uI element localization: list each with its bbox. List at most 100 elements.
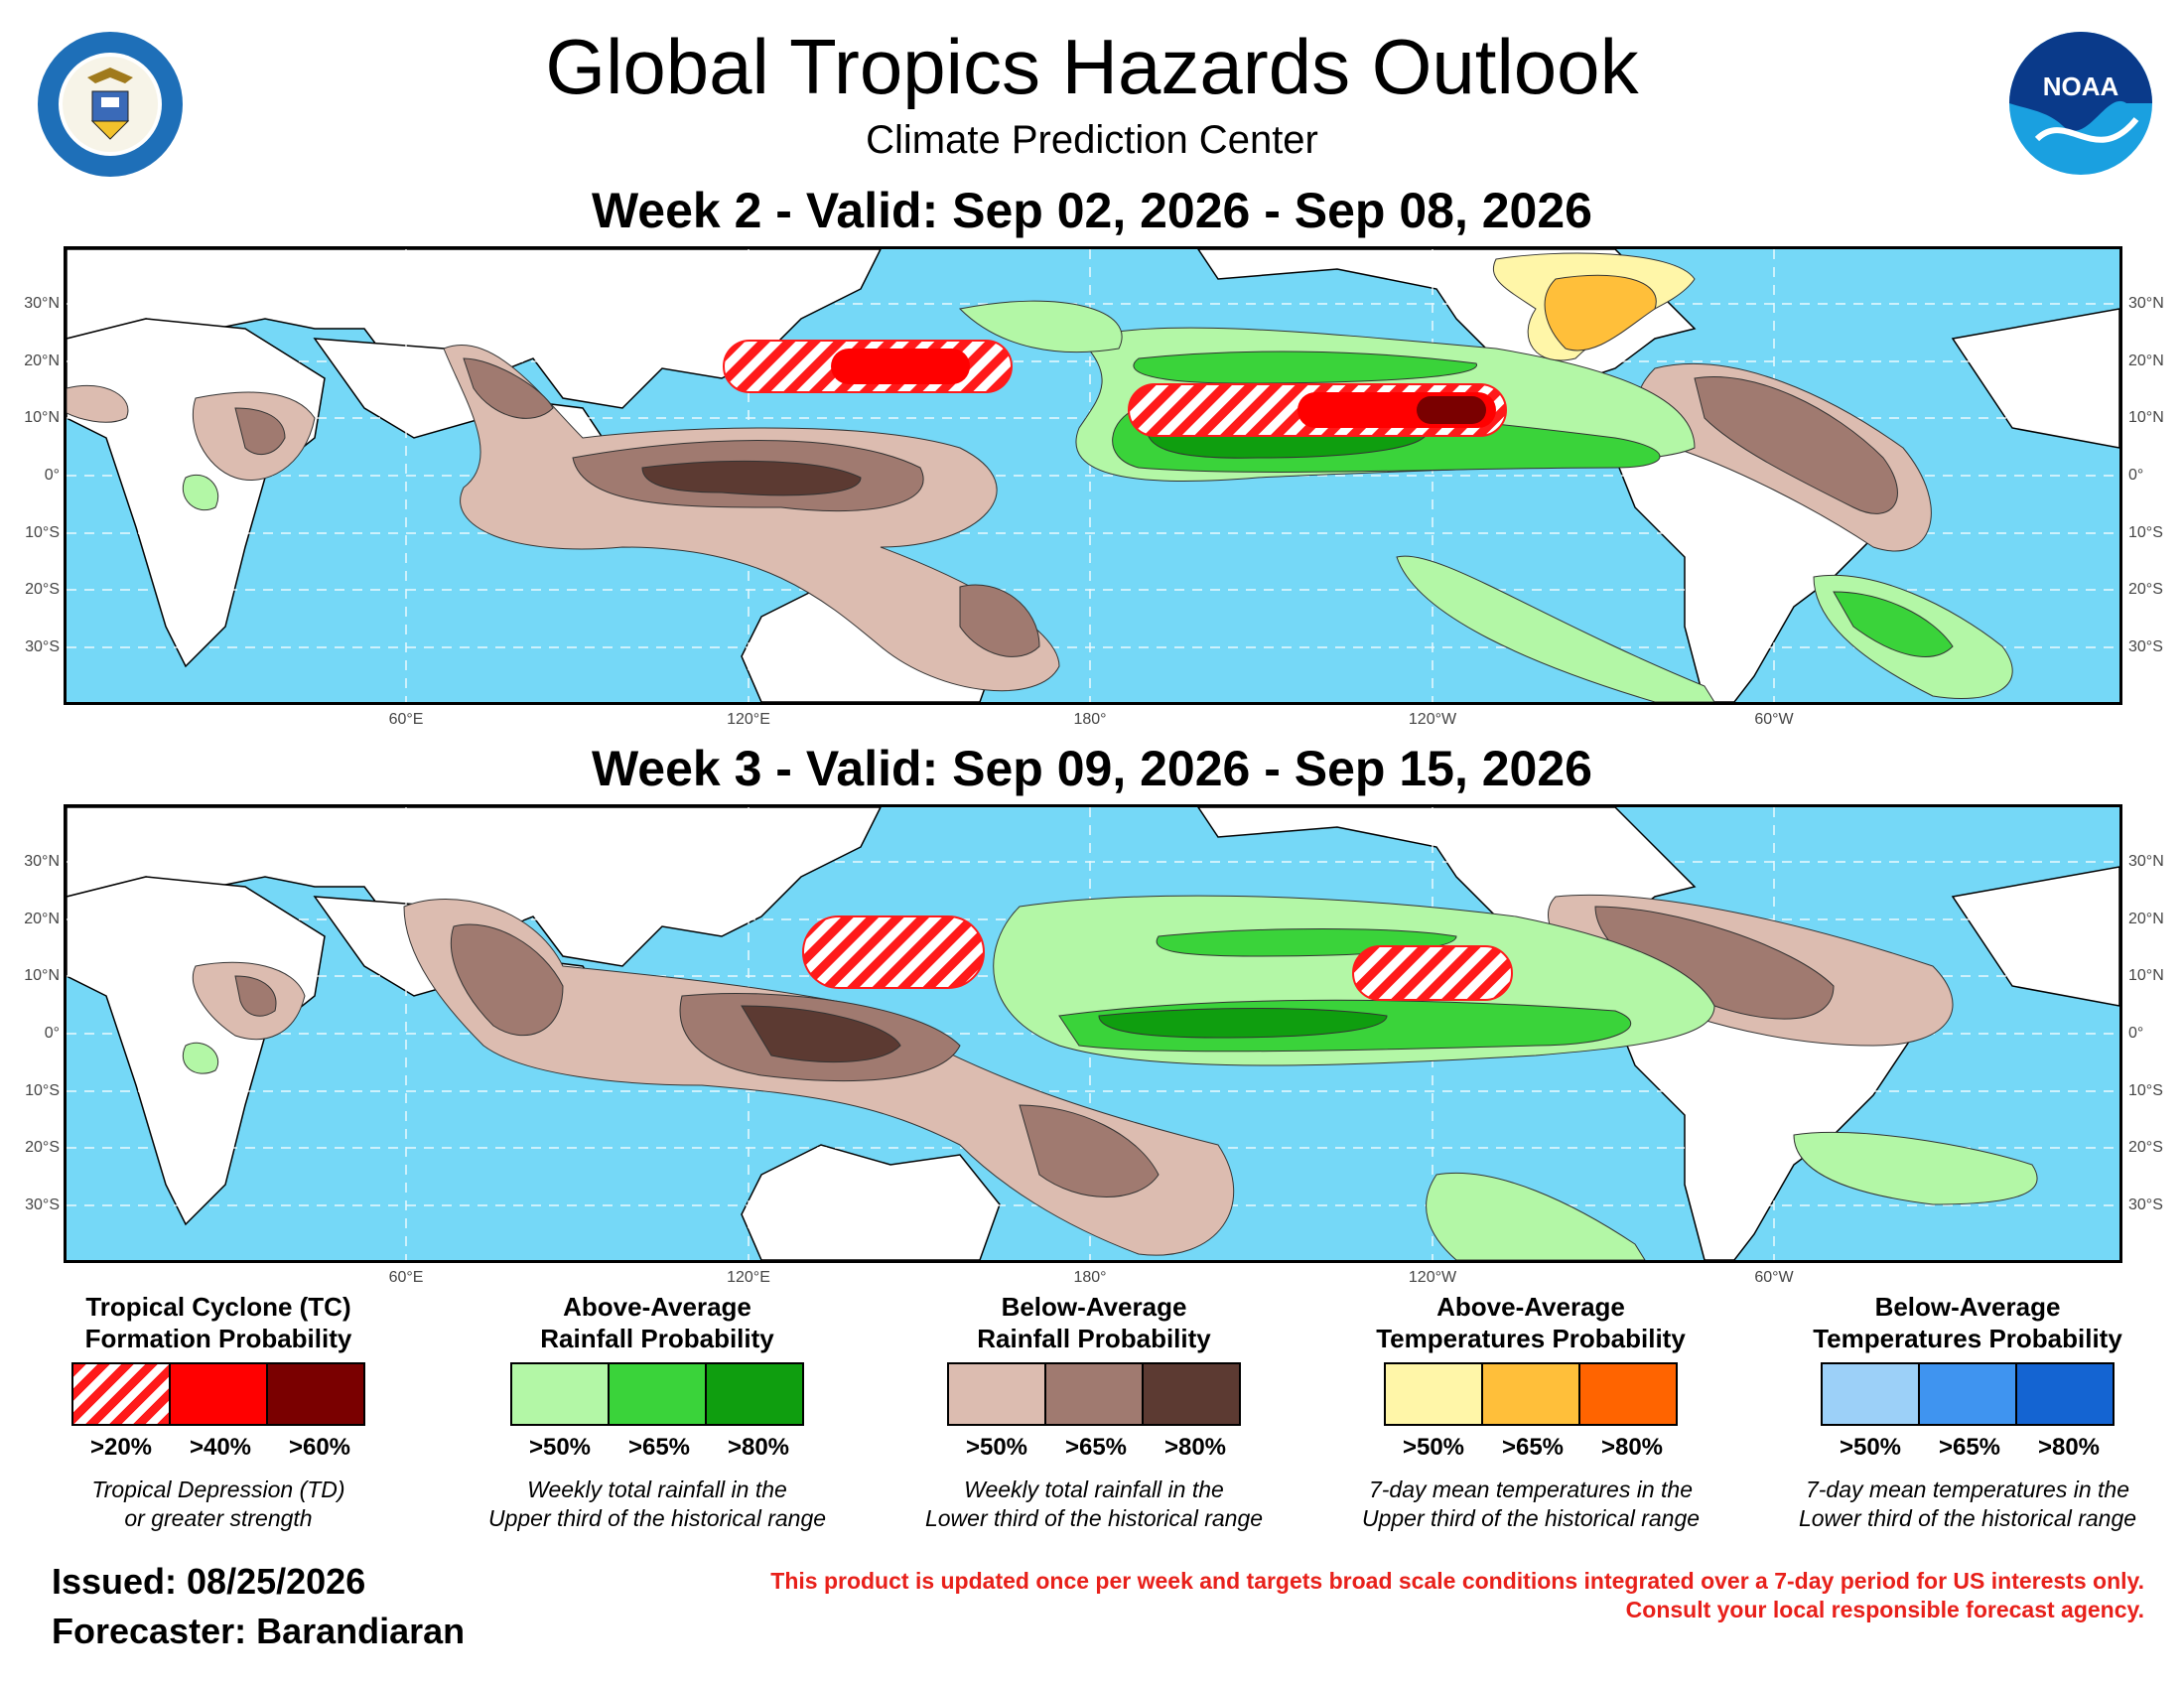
legend-swatch [1044,1362,1144,1426]
legend-swatch [169,1362,268,1426]
week2-lon-label: 120°E [727,711,770,728]
legend-threshold-row: >50% >65% >80% [510,1434,808,1462]
week3-lat-label: 30°S [25,1196,60,1213]
week3-lon-label: 60°E [388,1269,424,1286]
legend-swatch-row [1384,1362,1678,1426]
legend-group-title: Below-Average Temperatures Probability [1769,1291,2166,1354]
legend-swatch-row [71,1362,365,1426]
week2-lat-label: 0° [2128,467,2144,484]
legend-desc-line2: Lower third of the historical range [1798,1505,2137,1531]
week3-lon-label: 180° [1073,1269,1107,1286]
legend-desc-line2: Upper third of the historical range [487,1505,827,1531]
week3-lat-label: 20°S [25,1139,60,1156]
week2-title: Week 2 - Valid: Sep 02, 2026 - Sep 08, 2… [592,183,1592,238]
week3-lat-label: 20°N [2128,911,2164,927]
legend-title-line2: Rainfall Probability [540,1324,774,1353]
legend-desc-line2: or greater strength [124,1505,313,1531]
legend-threshold: >80% [2037,1434,2101,1461]
legend-threshold-row: >50% >65% >80% [947,1434,1245,1462]
week2-lat-label: 0° [44,467,60,484]
legend-desc-line2: Lower third of the historical range [924,1505,1264,1531]
legend-description: Weekly total rainfall in the Lower third … [876,1476,1312,1533]
legend-swatch-row [1821,1362,2115,1426]
week3-lat-label: 10°S [2128,1082,2163,1099]
legend-threshold: >50% [528,1434,592,1461]
week3-lat-label: 10°N [24,967,60,984]
week2-lat-label: 30°S [2128,638,2163,655]
week2-lat-label: 20°N [2128,352,2164,369]
week3-tc-formation [802,915,1513,1001]
noaa-logo-text: NOAA [2043,71,2119,101]
page-subtitle: Climate Prediction Center [866,118,1318,162]
legend-threshold: >60% [288,1434,351,1461]
legend-title-line2: Temperatures Probability [1813,1324,2122,1353]
legend-title-line1: Above-Average [563,1292,751,1322]
legend-description: Weekly total rainfall in the Upper third … [439,1476,876,1533]
legend-title-line1: Below-Average [1001,1292,1187,1322]
legend-title-line2: Temperatures Probability [1376,1324,1686,1353]
legend-threshold: >40% [189,1434,252,1461]
week3-lon-label: 60°W [1754,1269,1794,1286]
legend-threshold: >50% [1402,1434,1465,1461]
week3-lat-label: 20°S [2128,1139,2163,1156]
week3-below-rainfall [192,894,1954,1256]
week3-lon-label: 120°W [1408,1269,1457,1286]
legend-swatch [1918,1362,2017,1426]
legend-threshold-row: >50% >65% >80% [1821,1434,2118,1462]
legend-group-title: Above-Average Rainfall Probability [459,1291,856,1354]
week2-lat-label: 10°S [2128,524,2163,541]
week2-lat-label: 30°N [2128,295,2164,312]
legend-desc-line1: 7-day mean temperatures in the [1805,1477,2129,1502]
week3-lat-label: 30°N [2128,853,2164,870]
week3-lat-label: 30°N [24,853,60,870]
legend-swatch [1481,1362,1580,1426]
week2-lat-label: 30°N [24,295,60,312]
week2-map [64,246,2122,705]
legend-swatch [510,1362,610,1426]
week3-lat-label: 10°S [25,1082,60,1099]
legend-swatch-row [947,1362,1241,1426]
disclaimer-line2: Consult your local responsible forecast … [1625,1597,2144,1622]
legend-swatch [608,1362,707,1426]
week2-lat-label: 10°S [25,524,60,541]
legend-threshold: >50% [965,1434,1028,1461]
legend-threshold: >50% [1839,1434,1902,1461]
week2-lat-label: 10°N [24,409,60,426]
week2-lat-label: 10°N [2128,409,2164,426]
week2-lat-label: 20°S [2128,581,2163,598]
week3-lat-label: 30°S [2128,1196,2163,1213]
legend-desc-line1: Tropical Depression (TD) [91,1477,345,1502]
legend-swatch [1142,1362,1241,1426]
legend-group-title: Above-Average Temperatures Probability [1332,1291,1729,1354]
disclaimer-line1: This product is updated once per week an… [770,1568,2144,1594]
legend-swatch [1821,1362,1920,1426]
noaa-logo: NOAA [2007,30,2154,177]
week2-lat-label: 20°S [25,581,60,598]
legend-threshold: >65% [627,1434,691,1461]
legend-threshold: >65% [1064,1434,1128,1461]
legend-desc-line1: Weekly total rainfall in the [527,1477,787,1502]
legend-title-line1: Above-Average [1436,1292,1625,1322]
week2-lon-label: 120°W [1408,711,1457,728]
week3-lat-label: 0° [2128,1025,2144,1042]
week3-lat-label: 10°N [2128,967,2164,984]
legend-group-title: Tropical Cyclone (TC) Formation Probabili… [20,1291,417,1354]
legend-swatch [1384,1362,1483,1426]
week2-tc-formation [723,340,1507,437]
legend-swatch-row [510,1362,804,1426]
legend-threshold: >80% [1163,1434,1227,1461]
week2-lat-label: 20°N [24,352,60,369]
legend-threshold-row: >50% >65% >80% [1384,1434,1682,1462]
week2-lat-label: 30°S [25,638,60,655]
legend-swatch [705,1362,804,1426]
legend-description: 7-day mean temperatures in the Upper thir… [1312,1476,1749,1533]
legend-group-title: Below-Average Rainfall Probability [895,1291,1293,1354]
legend-swatch [2015,1362,2115,1426]
week3-lat-label: 0° [44,1025,60,1042]
legend-title-line2: Rainfall Probability [977,1324,1211,1353]
week3-title: Week 3 - Valid: Sep 09, 2026 - Sep 15, 2… [592,741,1592,796]
disclaimer: This product is updated once per week an… [596,1567,2144,1624]
week2-lon-label: 60°W [1754,711,1794,728]
legend-desc-line1: Weekly total rainfall in the [964,1477,1224,1502]
week3-map [64,804,2122,1263]
